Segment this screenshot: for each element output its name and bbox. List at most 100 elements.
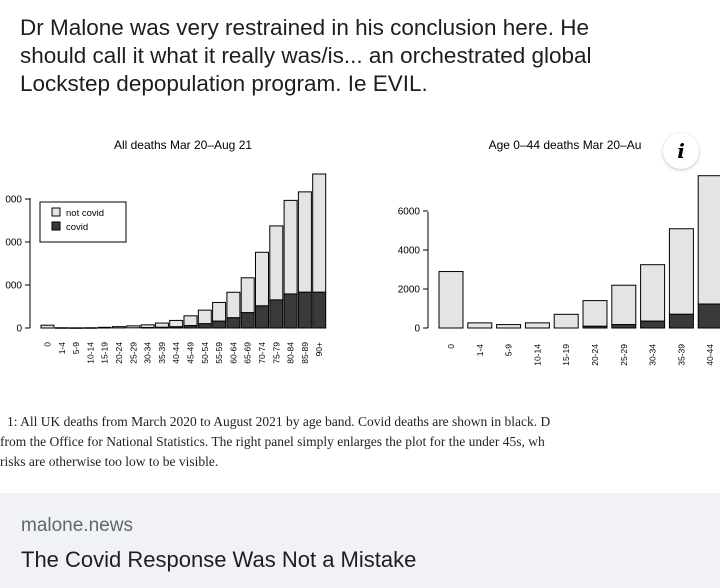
x-tick-label: 35-39 bbox=[676, 344, 686, 366]
x-tick-label: 5-9 bbox=[71, 342, 81, 355]
x-tick-label: 60-64 bbox=[228, 342, 238, 364]
x-tick-label: 25-29 bbox=[128, 342, 138, 364]
x-tick-label: 40-44 bbox=[705, 344, 715, 366]
x-tick-label: 65-69 bbox=[243, 342, 253, 364]
y-tick-label: 000 bbox=[5, 281, 22, 292]
bar-covid bbox=[226, 317, 241, 329]
link-preview-image[interactable]: All deaths Mar 20–Aug 21 Age 0–44 deaths… bbox=[0, 112, 720, 492]
bar-not-covid bbox=[467, 322, 493, 329]
x-tick-label: 20-24 bbox=[114, 342, 124, 364]
bar-covid bbox=[312, 291, 327, 329]
x-tick-label: 10-14 bbox=[85, 342, 95, 364]
bar-not-covid bbox=[169, 319, 184, 328]
bar-covid bbox=[582, 325, 608, 329]
right-chart-ticks: 0 1-4 5-9 10-14 15-19 20-24 25-29 30-34 35-39 40-… bbox=[398, 207, 715, 366]
x-tick-label: 35-39 bbox=[157, 342, 167, 364]
bar-not-covid bbox=[255, 251, 269, 307]
bar-not-covid bbox=[240, 277, 255, 314]
bar-not-covid bbox=[269, 225, 284, 301]
left-chart-ticks: 0 1-4 5-9 10-14 15-19 20-24 25-29 30-34 35-39 40-… bbox=[5, 195, 324, 364]
x-tick-label: 85-89 bbox=[300, 342, 310, 364]
left-chart-legend: not covid covid bbox=[39, 201, 127, 243]
info-icon[interactable]: i bbox=[663, 133, 699, 169]
left-chart-title: All deaths Mar 20–Aug 21 bbox=[114, 138, 252, 152]
bar-covid bbox=[183, 325, 198, 329]
x-tick-label: 40-44 bbox=[171, 342, 181, 364]
x-tick-label: 80-84 bbox=[286, 342, 296, 364]
x-tick-label: 55-59 bbox=[214, 342, 224, 364]
y-tick-label: 6000 bbox=[398, 207, 421, 218]
bar-covid bbox=[212, 320, 227, 329]
legend-swatch-not-covid bbox=[51, 207, 61, 217]
y-tick-label: 0 bbox=[16, 324, 22, 335]
link-preview-card[interactable]: All deaths Mar 20–Aug 21 Age 0–44 deaths… bbox=[0, 112, 720, 588]
y-tick-label: 4000 bbox=[398, 246, 421, 257]
x-tick-label: 45-49 bbox=[185, 342, 195, 364]
y-tick-label: 2000 bbox=[398, 285, 421, 296]
bar-covid bbox=[240, 312, 255, 329]
x-tick-label: 10-14 bbox=[532, 344, 542, 366]
post-text-line: Dr Malone was very restrained in his con… bbox=[20, 15, 590, 40]
bar-not-covid bbox=[126, 325, 141, 329]
bar-not-covid bbox=[83, 327, 98, 329]
bar-not-covid bbox=[97, 326, 112, 329]
bar-not-covid bbox=[438, 271, 464, 329]
figure-caption: 1: All UK deaths from March 2020 to Augu… bbox=[0, 412, 720, 472]
x-tick-label: 1-4 bbox=[57, 342, 67, 355]
x-tick-label: 15-19 bbox=[100, 342, 110, 364]
bar-not-covid bbox=[697, 175, 720, 305]
x-tick-label: 50-54 bbox=[200, 342, 210, 364]
x-tick-label: 20-24 bbox=[590, 344, 600, 366]
x-tick-label: 0 bbox=[446, 344, 456, 349]
bar-not-covid bbox=[226, 291, 241, 319]
bar-not-covid bbox=[496, 324, 522, 329]
bar-not-covid bbox=[312, 173, 327, 293]
y-tick-label: 0 bbox=[414, 324, 420, 335]
charts-figure: All deaths Mar 20–Aug 21 Age 0–44 deaths… bbox=[5, 138, 720, 366]
bar-not-covid bbox=[582, 300, 608, 327]
bar-covid bbox=[283, 293, 298, 329]
bar-covid bbox=[297, 291, 312, 329]
info-icon-glyph: i bbox=[677, 139, 685, 163]
bar-covid bbox=[269, 299, 284, 329]
x-tick-label: 1-4 bbox=[475, 344, 485, 357]
bar-not-covid bbox=[183, 315, 198, 327]
x-tick-label: 70-74 bbox=[257, 342, 267, 364]
post-text: Dr Malone was very restrained in his con… bbox=[20, 14, 710, 98]
caption-line: from the Office for National Statistics.… bbox=[0, 434, 545, 449]
left-chart-bars bbox=[40, 173, 327, 329]
post-text-line: should call it what it really was/is... … bbox=[20, 43, 592, 68]
caption-line: 1: All UK deaths from March 2020 to Augu… bbox=[7, 414, 551, 429]
x-tick-label: 75-79 bbox=[271, 342, 281, 364]
bar-covid bbox=[255, 305, 269, 329]
bar-not-covid bbox=[212, 301, 227, 322]
post-text-line: Lockstep depopulation program. Ie EVIL. bbox=[20, 71, 428, 96]
bar-covid bbox=[640, 320, 666, 329]
bar-not-covid bbox=[611, 284, 637, 326]
bar-not-covid bbox=[283, 199, 298, 295]
x-tick-label: 25-29 bbox=[619, 344, 629, 366]
right-chart-title: Age 0–44 deaths Mar 20–Au bbox=[489, 138, 642, 152]
bar-not-covid bbox=[112, 326, 126, 329]
bar-covid bbox=[197, 323, 212, 329]
bar-covid bbox=[697, 303, 720, 329]
x-tick-label: 0 bbox=[42, 342, 52, 347]
legend-label-not-covid: not covid bbox=[66, 208, 104, 219]
x-tick-label: 30-34 bbox=[648, 344, 658, 366]
x-tick-label: 90+ bbox=[314, 342, 324, 356]
bar-covid bbox=[169, 326, 184, 329]
bar-not-covid bbox=[197, 309, 212, 325]
bar-not-covid bbox=[524, 322, 550, 329]
bar-not-covid bbox=[69, 327, 84, 329]
legend-swatch-covid bbox=[51, 221, 61, 231]
x-tick-label: 15-19 bbox=[561, 344, 571, 366]
link-preview-footer[interactable]: malone.news The Covid Response Was Not a… bbox=[0, 493, 720, 588]
legend-label-covid: covid bbox=[66, 222, 88, 233]
y-tick-label: 000 bbox=[5, 195, 22, 206]
bar-not-covid bbox=[154, 322, 169, 328]
bar-not-covid bbox=[553, 313, 579, 329]
bar-not-covid bbox=[640, 264, 666, 322]
link-title[interactable]: The Covid Response Was Not a Mistake bbox=[21, 547, 417, 572]
right-chart-bars bbox=[438, 175, 720, 329]
caption-line: risks are otherwise too low to be visibl… bbox=[0, 454, 219, 469]
